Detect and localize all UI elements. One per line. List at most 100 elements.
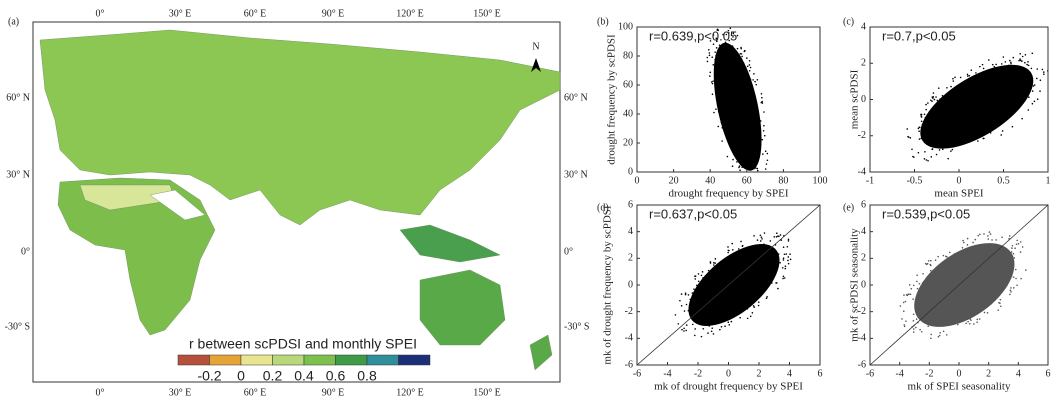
scatter-dot	[1019, 241, 1022, 243]
scatter-dot	[978, 318, 981, 320]
scatter-dot	[987, 235, 989, 237]
scatter-dot	[910, 287, 913, 290]
y-tick-label: -4	[625, 333, 633, 344]
map-panel: N (a) r between scPDSI and monthly SPEI	[8, 16, 561, 383]
scatter-dot	[1009, 289, 1012, 292]
scatter-dot	[1021, 117, 1023, 120]
scatter-dot	[787, 238, 790, 241]
lon-label: 120° E	[396, 8, 424, 19]
scatter-dot	[683, 327, 685, 330]
scatter-dot	[724, 325, 726, 327]
scatter-dot	[727, 29, 730, 32]
scatter-dot	[912, 320, 915, 322]
lat-label: 60° N	[564, 92, 588, 103]
scatter-dot	[959, 76, 962, 79]
scatter-dot	[991, 63, 994, 66]
lat-label: 0°	[564, 246, 573, 257]
scatter-dot	[1012, 56, 1015, 59]
one-to-one-line	[637, 205, 820, 365]
scatter-dot	[931, 148, 934, 150]
colorbar-tick-label: 0.2	[263, 368, 283, 384]
scatter-dot	[925, 263, 928, 266]
scatter-dot	[967, 75, 969, 77]
scatter-dot	[1011, 244, 1014, 247]
islands	[399, 224, 501, 263]
scatter-dot	[786, 245, 789, 248]
scatter-dot	[903, 325, 906, 328]
scatter-dot	[684, 293, 687, 296]
scatter-dot	[723, 25, 725, 27]
scatter-dot	[983, 233, 985, 235]
scatter-dot	[962, 239, 964, 242]
scatter-dot	[904, 300, 907, 303]
scatter-dot	[694, 278, 697, 280]
scatter-dot	[732, 36, 734, 38]
scatter-dot	[902, 301, 905, 304]
scatter-dot	[903, 294, 905, 296]
scatter-dot	[961, 246, 964, 249]
y-axis-label: mean scPDSI	[849, 69, 861, 129]
scatter-dot	[930, 337, 932, 340]
scatter-dot	[941, 148, 944, 151]
scatter-dot	[787, 259, 789, 262]
colorbar-tick-label: 0.8	[357, 368, 377, 384]
scatter-dot	[908, 284, 911, 286]
scatter-dot	[1039, 90, 1041, 92]
x-tick-label: 2	[986, 368, 991, 379]
scatter-dot	[1033, 84, 1036, 86]
scatter-dot	[748, 69, 751, 72]
scatter-dot	[731, 249, 734, 251]
scatter-dot	[1036, 68, 1039, 70]
x-axis-label: mean SPEI	[934, 188, 984, 200]
scatter-dot	[787, 256, 790, 258]
x-tick-label: -2	[925, 368, 933, 379]
scatter-dot	[1012, 252, 1015, 255]
colorbar-swatch	[366, 354, 399, 366]
scatter-dot	[930, 99, 932, 102]
x-tick-label: -1	[866, 175, 874, 186]
scatter-dot	[706, 56, 709, 59]
x-tick-label: 20	[669, 175, 679, 186]
y-tick-label: 4	[861, 226, 866, 237]
scatter-dot	[707, 332, 709, 334]
x-tick-label: -0.5	[907, 175, 923, 186]
scatter-dot	[764, 150, 767, 153]
scatter-panel: -1 -0.5 0 0.5 1 -4 -2 0 2 4 mean SPEI mean scPDSI r=…	[843, 16, 1051, 199]
lat-label: 30° N	[564, 169, 588, 180]
scatter-dot	[761, 102, 764, 104]
scatter-dot	[979, 65, 981, 68]
scatter-dot	[1001, 236, 1003, 239]
y-tick-label: 4	[861, 21, 866, 32]
scatter-dot	[1013, 257, 1016, 259]
scatter-dot	[921, 330, 923, 333]
scatter-dot	[710, 81, 713, 83]
lon-label: 150° E	[473, 387, 501, 398]
scatter-dot	[1008, 237, 1010, 240]
scatter-dot	[912, 331, 915, 333]
scatter-dot	[1042, 71, 1045, 73]
scatter-dot	[930, 333, 933, 336]
x-tick-label: -4	[895, 368, 903, 379]
scatter-dot	[1010, 287, 1012, 289]
scatter-dot	[708, 54, 711, 57]
scatter-dot	[738, 165, 741, 167]
scatter-dot	[769, 240, 772, 242]
scatter-dot	[920, 115, 922, 117]
x-tick-label: 6	[818, 368, 823, 379]
scatter-dot	[903, 324, 906, 326]
scatter-dot	[924, 150, 926, 153]
scatter-dot	[899, 305, 902, 307]
scatter-dot	[995, 63, 997, 66]
x-tick-label: 2	[757, 368, 762, 379]
scatter-dot	[913, 156, 915, 158]
scatter-dot	[976, 318, 979, 321]
colorbar-swatch	[272, 354, 305, 366]
scatter-dot	[714, 51, 717, 53]
scatter-dot	[712, 264, 715, 266]
scatter-dot	[905, 320, 907, 322]
scatter-dot	[736, 34, 739, 37]
x-tick-label: 80	[778, 175, 788, 186]
scatter-dot	[991, 239, 993, 241]
scatter-dot	[715, 39, 718, 41]
